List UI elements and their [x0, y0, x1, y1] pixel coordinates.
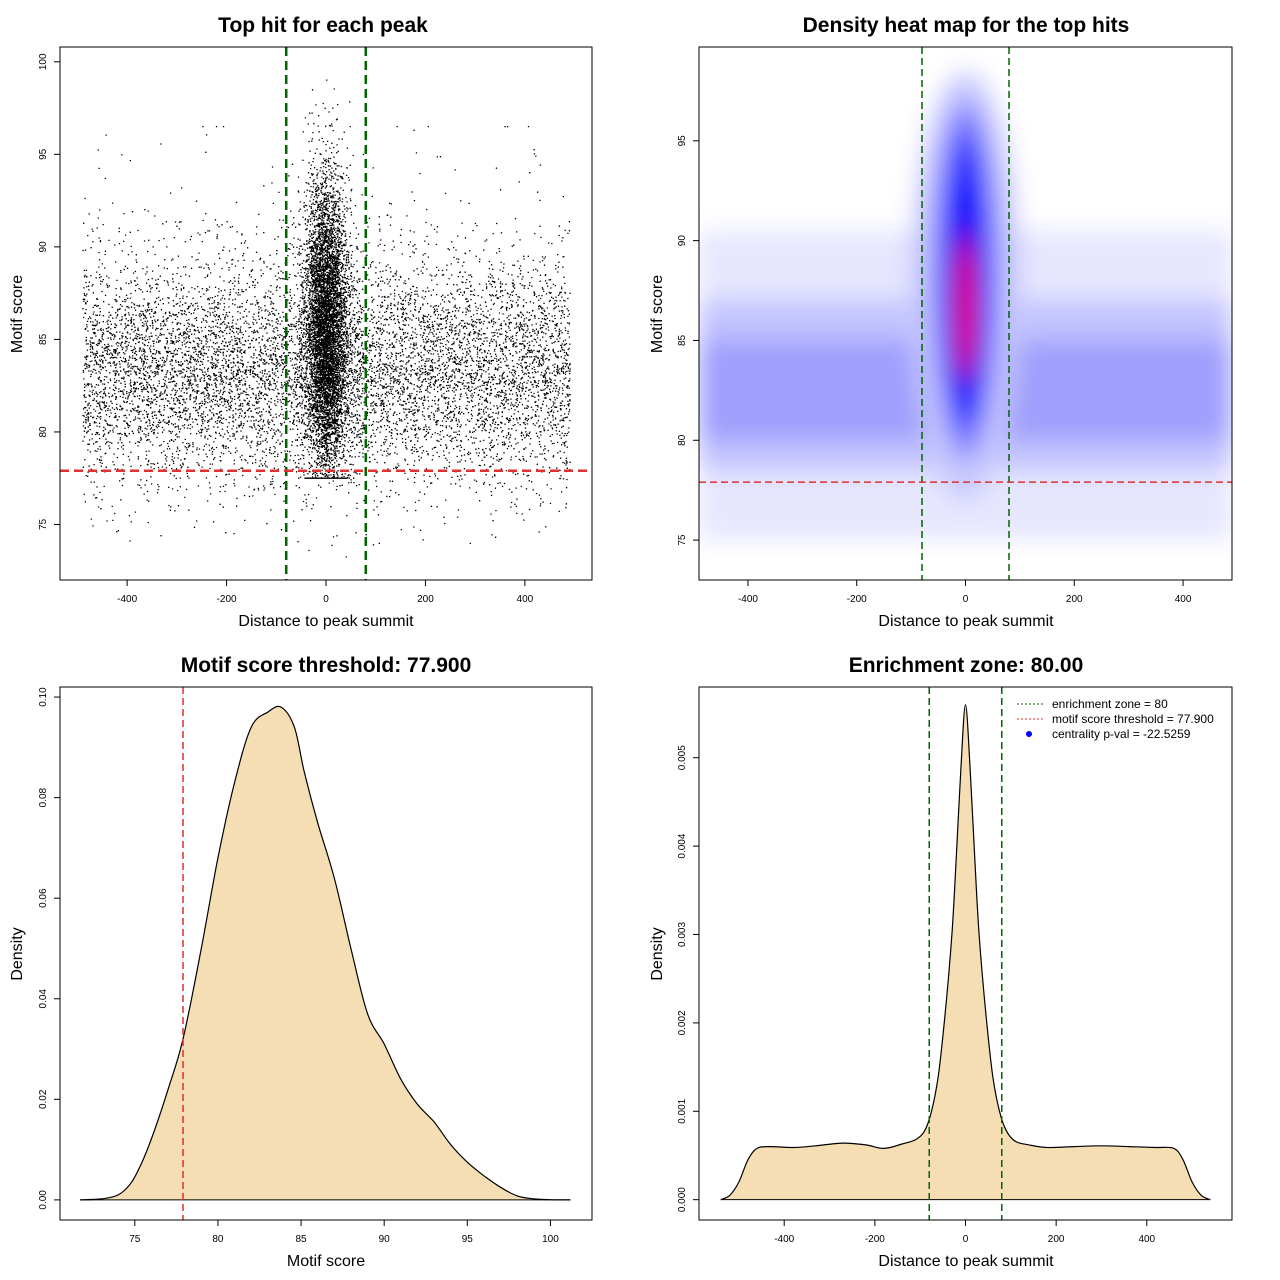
y-tick-label: 85 [38, 333, 49, 345]
panel1-scatter-points [82, 79, 571, 558]
panel3-title: Motif score threshold: 77.900 [181, 654, 472, 677]
panel1-y-label: Motif score [9, 275, 26, 353]
x-tick-label: 200 [417, 594, 434, 605]
panel2-x-axis: -400 -200 0 200 400 [738, 580, 1192, 605]
legend-zone-label: enrichment zone = 80 [1052, 697, 1168, 711]
x-tick-label: 95 [462, 1234, 474, 1245]
x-tick-label: -200 [217, 594, 237, 605]
panel2-y-axis: 75 80 85 90 95 [677, 135, 699, 546]
x-tick-label: 80 [212, 1234, 224, 1245]
y-tick-label: 0.06 [38, 888, 49, 908]
x-tick-label: -200 [865, 1234, 885, 1245]
panel2-title: Density heat map for the top hits [803, 14, 1130, 37]
legend-pval-label: centrality p-val = -22.5259 [1052, 727, 1191, 741]
y-tick-label: 0.10 [38, 687, 49, 707]
legend-threshold-label: motif score threshold = 77.900 [1052, 712, 1214, 726]
y-tick-label: 0.002 [677, 1010, 688, 1035]
x-tick-label: 0 [963, 594, 969, 605]
scatter-points [82, 79, 571, 558]
panel3-x-label: Motif score [287, 1253, 365, 1270]
panel4-y-label: Density [649, 927, 666, 980]
panel4-x-label: Distance to peak summit [878, 1253, 1054, 1270]
x-tick-label: -400 [774, 1234, 794, 1245]
x-tick-label: -400 [738, 594, 758, 605]
density-curve [79, 705, 571, 1201]
y-tick-label: 0.003 [677, 922, 688, 947]
y-tick-label: 0.000 [677, 1187, 688, 1212]
x-tick-label: 100 [542, 1234, 559, 1245]
panel-motif-score-density: Motif score threshold: 77.900 75 80 85 90 95… [9, 654, 593, 1270]
density-fill [720, 704, 1211, 1200]
density-curve [720, 704, 1211, 1201]
x-tick-label: -200 [847, 594, 867, 605]
panel1-reference-lines [60, 47, 592, 580]
y-tick-label: 95 [38, 148, 49, 160]
density-fill [80, 706, 571, 1200]
x-tick-label: 400 [1138, 1234, 1155, 1245]
legend-pval-dot [1026, 731, 1032, 737]
y-tick-label: 80 [677, 434, 688, 446]
y-tick-label: 0.001 [677, 1098, 688, 1123]
x-tick-label: 200 [1048, 1234, 1065, 1245]
panel2-heatmap-image [699, 47, 1232, 580]
y-tick-label: 75 [677, 534, 688, 546]
x-tick-label: 200 [1066, 594, 1083, 605]
y-tick-label: 95 [677, 135, 688, 147]
y-tick-label: 0.08 [38, 787, 49, 807]
panel3-y-label: Density [9, 927, 26, 980]
x-tick-label: 400 [1175, 594, 1192, 605]
y-tick-label: 90 [38, 241, 49, 253]
y-tick-label: 0.004 [677, 833, 688, 858]
heat-density-layer [957, 240, 974, 377]
panel4-x-axis: -400 -200 0 200 400 [774, 1220, 1156, 1245]
y-tick-label: 85 [677, 334, 688, 346]
y-tick-label: 75 [38, 518, 49, 530]
y-tick-label: 0.04 [38, 989, 49, 1009]
x-tick-label: 75 [129, 1234, 141, 1245]
y-tick-label: 100 [38, 53, 49, 70]
panel-enrichment-density: Enrichment zone: 80.00 -400 -200 0 200 400 0… [649, 654, 1233, 1270]
panel4-y-axis: 0.000 0.001 0.002 0.003 0.004 0.005 [677, 745, 699, 1212]
panel3-plot-frame [59, 686, 593, 1221]
panel4-reference-lines [928, 687, 1003, 1220]
panel-density-heatmap: Density heat map for the top hits -400 -2… [649, 14, 1233, 630]
panel4-legend: enrichment zone = 80 motif score thresho… [1017, 697, 1214, 741]
y-tick-label: 90 [677, 235, 688, 247]
panel3-density-area [79, 705, 571, 1201]
x-tick-label: -400 [117, 594, 137, 605]
panel4-title: Enrichment zone: 80.00 [849, 654, 1084, 677]
x-tick-label: 90 [379, 1234, 391, 1245]
panel3-y-axis: 0.00 0.02 0.04 0.06 0.08 0.10 [38, 687, 60, 1210]
panel3-x-axis: 75 80 85 90 95 100 [129, 1220, 559, 1245]
panel1-x-axis: -400 -200 0 200 400 [117, 580, 534, 605]
x-tick-label: 85 [296, 1234, 308, 1245]
panel2-reference-lines [699, 47, 1232, 580]
x-tick-label: 0 [963, 1234, 969, 1245]
panel1-x-label: Distance to peak summit [238, 613, 414, 630]
panel1-title: Top hit for each peak [218, 14, 428, 37]
y-tick-label: 0.02 [38, 1089, 49, 1109]
panel2-heat-layers [699, 47, 1232, 580]
y-tick-label: 80 [38, 426, 49, 438]
panel4-density-area [720, 704, 1211, 1201]
panel1-y-axis: 75 80 85 90 95 100 [38, 53, 60, 530]
y-tick-label: 0.005 [677, 745, 688, 770]
panel2-x-label: Distance to peak summit [878, 613, 1054, 630]
y-tick-label: 0.00 [38, 1190, 49, 1210]
x-tick-label: 400 [517, 594, 534, 605]
panel2-y-label: Motif score [649, 275, 666, 353]
panel-top-hit-scatter: Top hit for each peak -400 -200 0 200 400 75… [9, 14, 593, 630]
x-tick-label: 0 [323, 594, 329, 605]
